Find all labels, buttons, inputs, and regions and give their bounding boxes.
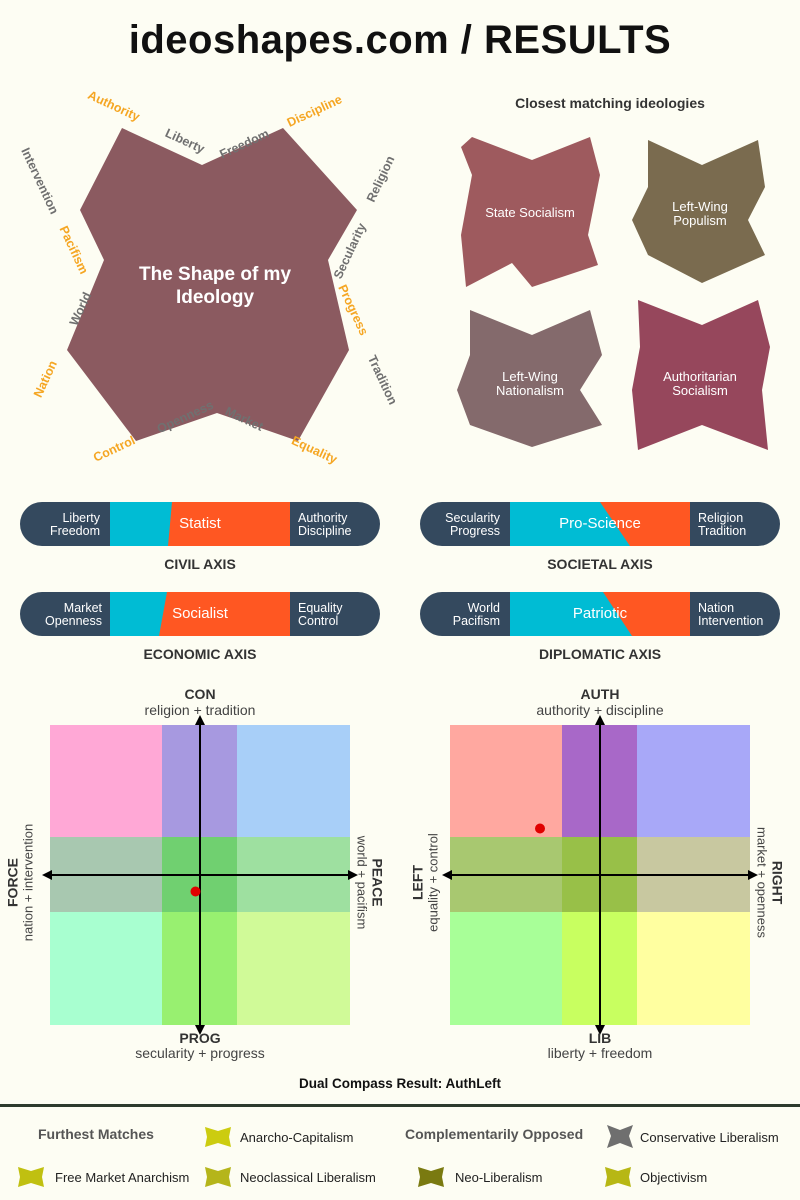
compass2-bottom-sub: liberty + freedom xyxy=(547,1045,653,1061)
furthest-item-2: Free Market Anarchism xyxy=(55,1170,190,1185)
opposed-heading: Complementarily Opposed xyxy=(405,1126,584,1142)
opposed-item-2: Neo-Liberalism xyxy=(455,1170,543,1185)
free-market-anarchism-icon xyxy=(18,1167,44,1187)
compass1-top-sub: religion + tradition xyxy=(144,702,256,718)
footer-icons xyxy=(18,1125,633,1187)
neoclassical-liberalism-icon xyxy=(205,1167,231,1187)
furthest-item-1: Anarcho-Capitalism xyxy=(240,1130,354,1145)
compass-result: Dual Compass Result: AuthLeft xyxy=(298,1076,501,1091)
closest-heading: Closest matching ideologies xyxy=(515,95,705,111)
compass2-point xyxy=(535,823,545,834)
compass1-right: PEACE world + pacifism xyxy=(354,835,386,930)
conservative-liberalism-icon xyxy=(607,1125,633,1148)
societal-axis-bar: Secularity Progress Pro-Science Religion T… xyxy=(420,502,780,546)
match-shape-1 xyxy=(461,137,600,287)
compass1-point xyxy=(190,886,201,897)
compass1-bottom-sub: secularity + progress xyxy=(135,1045,265,1061)
match-label-1: State Socialism xyxy=(485,205,575,220)
footer-divider xyxy=(0,1104,800,1107)
match-label-3: Left-Wing Nationalism xyxy=(496,369,564,398)
compass1-svg xyxy=(42,715,358,1035)
match-shape-4 xyxy=(632,300,770,450)
compass2-top-sub: authority + discipline xyxy=(536,702,664,718)
economic-axis-name: ECONOMIC AXIS xyxy=(143,646,257,662)
match-shape-3 xyxy=(457,310,602,447)
compass2-right: RIGHT market + openness xyxy=(754,827,786,938)
objectivism-icon xyxy=(605,1167,631,1187)
opposed-item-1: Conservative Liberalism xyxy=(640,1130,779,1145)
diplomatic-axis-name: DIPLOMATIC AXIS xyxy=(538,646,662,662)
match-label-4: Authoritarian Socialism xyxy=(663,369,737,398)
compass1-bottom-label: PROG xyxy=(179,1030,221,1046)
compass2-top-label: AUTH xyxy=(580,686,620,702)
ideology-shape-svg xyxy=(67,128,357,441)
diplomatic-axis-result: Patriotic xyxy=(572,605,628,622)
compass2-bottom-label: LIB xyxy=(588,1030,612,1046)
civil-axis-name: CIVIL AXIS xyxy=(164,556,236,572)
shape-title: The Shape of my Ideology xyxy=(110,263,320,309)
diplomatic-axis-bar: World Pacifism Patriotic Nation Interventi… xyxy=(420,592,780,636)
economic-axis-result: Socialist xyxy=(172,605,228,622)
furthest-heading: Furthest Matches xyxy=(38,1126,154,1142)
compass1-top-label: CON xyxy=(184,686,216,702)
closest-shapes-svg xyxy=(457,137,770,450)
civil-axis-result: Statist xyxy=(179,515,221,532)
shape-title-line1: The Shape of my xyxy=(138,264,292,285)
anarcho-capitalism-icon xyxy=(205,1127,231,1147)
compass1-left: FORCE nation + intervention xyxy=(4,823,36,942)
economic-axis-bar: Market Openness Socialist Equality Control xyxy=(20,592,380,636)
shape-title-line2: Ideology xyxy=(175,287,255,308)
match-label-2: Left-Wing Populism xyxy=(672,199,728,228)
page-title: ideoshapes.com / RESULTS xyxy=(128,18,672,62)
furthest-item-3: Neoclassical Liberalism xyxy=(240,1170,376,1185)
civil-axis-bar: Liberty Freedom Statist Authority Discipli… xyxy=(20,502,380,546)
ideology-shape xyxy=(67,128,357,441)
opposed-item-3: Objectivism xyxy=(640,1170,708,1185)
compass2-svg xyxy=(442,715,758,1035)
compass2-left: LEFT equality + control xyxy=(409,833,441,932)
societal-axis-name: SOCIETAL AXIS xyxy=(547,556,653,572)
neo-liberalism-icon xyxy=(418,1167,444,1187)
match-shape-2 xyxy=(632,140,765,283)
societal-axis-result: Pro-Science xyxy=(559,515,641,532)
